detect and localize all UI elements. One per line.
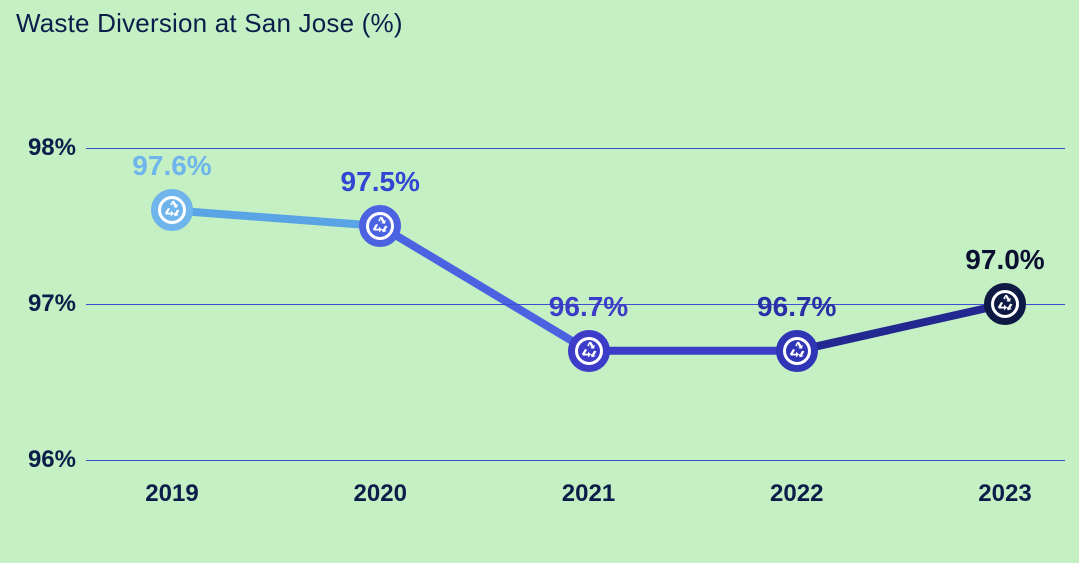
data-point-marker xyxy=(984,283,1026,325)
data-point-label: 96.7% xyxy=(757,291,836,323)
recycle-icon xyxy=(578,340,600,362)
gridline xyxy=(86,148,1065,149)
data-point-marker xyxy=(776,330,818,372)
line-segment xyxy=(380,226,588,351)
y-axis-tick-label: 96% xyxy=(6,446,76,474)
y-axis-tick-label: 98% xyxy=(6,134,76,162)
line-segment xyxy=(172,210,380,226)
gridline xyxy=(86,460,1065,461)
chart-area: 96% 97% 98% 2019 2020 2021 2022 2023 97.6% 97.5% 9… xyxy=(0,0,1079,563)
y-axis-tick-label: 97% xyxy=(6,290,76,318)
x-axis-tick-label: 2021 xyxy=(562,480,615,508)
x-axis-tick-label: 2023 xyxy=(978,480,1031,508)
recycle-icon xyxy=(786,340,808,362)
data-point-label: 97.0% xyxy=(965,244,1044,276)
data-point-marker xyxy=(151,189,193,231)
data-point-label: 97.5% xyxy=(341,166,420,198)
line-series xyxy=(0,0,1079,563)
recycle-icon xyxy=(994,293,1016,315)
recycle-icon xyxy=(369,215,391,237)
data-point-label: 96.7% xyxy=(549,291,628,323)
x-axis-tick-label: 2020 xyxy=(354,480,407,508)
x-axis-tick-label: 2022 xyxy=(770,480,823,508)
data-point-marker xyxy=(359,205,401,247)
x-axis-tick-label: 2019 xyxy=(145,480,198,508)
data-point-marker xyxy=(568,330,610,372)
data-point-label: 97.6% xyxy=(132,150,211,182)
recycle-icon xyxy=(161,199,183,221)
